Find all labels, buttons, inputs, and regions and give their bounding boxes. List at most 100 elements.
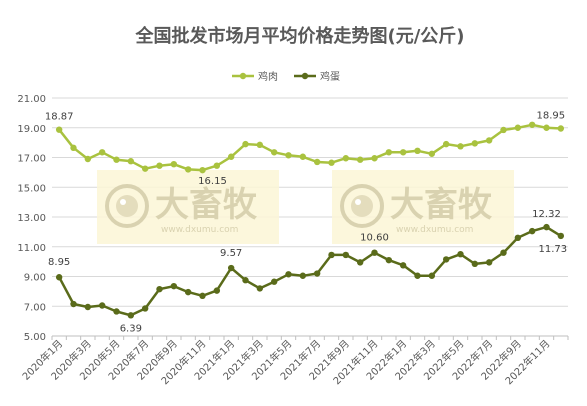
data-point — [270, 278, 278, 285]
data-point — [371, 249, 378, 256]
x-axis: 2020年1月2020年3月2020年5月2020年7月2020年9月2020年… — [19, 335, 569, 387]
data-point — [528, 121, 536, 128]
series-eggs — [55, 223, 565, 319]
data-point — [342, 251, 350, 259]
data-label: 12.32 — [532, 209, 561, 220]
data-point — [356, 156, 364, 163]
data-point — [528, 227, 536, 235]
data-point — [371, 155, 378, 162]
data-point — [385, 256, 393, 264]
series-line — [58, 123, 561, 172]
data-point — [270, 149, 278, 156]
data-point — [256, 285, 264, 292]
data-label: 11.73 — [539, 244, 568, 255]
watermark-logo-dot — [116, 195, 138, 217]
data-point — [98, 149, 106, 156]
y-tick-label: 7.00 — [24, 302, 46, 313]
y-tick-label: 15.00 — [17, 183, 46, 194]
data-point — [500, 249, 507, 256]
data-point — [70, 144, 77, 152]
data-point — [514, 234, 522, 242]
data-point — [70, 300, 77, 308]
data-point — [414, 147, 421, 155]
watermark-logo-dot — [351, 195, 373, 217]
data-point — [227, 153, 235, 160]
y-tick-label: 17.00 — [17, 154, 46, 165]
y-axis-ticks: 5.00 7.00 9.00 11.00 13.00 15.00 17.00 19.00 21.… — [17, 94, 46, 343]
series-chicken-meat — [55, 121, 565, 174]
watermark-url: www.dxumu.com — [396, 225, 473, 235]
chart-title: 全国批发市场月平均价格走势图(元/公斤) — [134, 25, 464, 47]
data-point — [543, 124, 550, 131]
data-point — [285, 152, 292, 159]
data-point — [514, 124, 522, 131]
data-point — [442, 140, 450, 148]
data-point — [184, 166, 192, 173]
data-point — [485, 137, 493, 144]
data-point — [385, 149, 393, 156]
legend-label: 鸡肉 — [258, 70, 278, 83]
data-point — [242, 277, 249, 284]
data-point — [141, 305, 149, 312]
watermark-url: www.dxumu.com — [161, 225, 238, 235]
data-point — [543, 223, 550, 231]
data-point — [457, 143, 464, 150]
data-label: 8.95 — [48, 257, 70, 268]
watermark-logo-shine — [120, 199, 126, 205]
data-label: 18.87 — [45, 112, 74, 123]
data-point — [256, 141, 264, 149]
y-tick-label: 9.00 — [24, 273, 46, 284]
data-point — [170, 160, 178, 168]
data-point — [242, 140, 249, 148]
data-point — [227, 264, 235, 272]
data-point — [428, 150, 436, 157]
y-tick-label: 11.00 — [17, 243, 46, 254]
data-point — [184, 288, 192, 296]
watermark-text: 大畜牧 — [155, 185, 258, 225]
data-point — [428, 272, 436, 279]
data-point — [213, 162, 221, 169]
series-group — [55, 121, 565, 319]
data-point — [399, 262, 407, 269]
data-point — [156, 162, 163, 169]
y-tick-label: 13.00 — [17, 213, 46, 224]
data-point — [84, 303, 92, 311]
data-point — [55, 126, 63, 133]
legend-item: 鸡蛋 — [294, 70, 340, 83]
y-tick-label: 5.00 — [24, 332, 46, 343]
data-point — [113, 308, 120, 315]
data-point — [98, 302, 106, 309]
data-labels-group: 18.87 16.15 18.95 8.95 6.39 9.57 10.60 12.32 11.… — [45, 110, 567, 334]
data-point — [127, 312, 135, 319]
watermark-logo-ring — [105, 184, 149, 228]
data-point — [442, 256, 450, 263]
data-point — [313, 158, 321, 166]
data-point — [170, 282, 178, 290]
data-point — [342, 155, 350, 162]
y-tick-label: 19.00 — [17, 124, 46, 135]
data-point — [213, 287, 221, 294]
legend-swatch-marker — [301, 72, 309, 80]
legend: 鸡肉 鸡蛋 — [232, 70, 340, 83]
data-point — [500, 126, 507, 134]
data-point — [55, 274, 63, 281]
data-point — [457, 250, 464, 258]
data-label: 9.57 — [220, 248, 242, 259]
data-point — [356, 259, 364, 266]
data-point — [328, 159, 335, 166]
data-point — [557, 125, 565, 132]
data-point — [399, 149, 407, 156]
data-point — [471, 260, 479, 268]
data-point — [199, 292, 206, 300]
data-point — [471, 140, 479, 147]
data-point — [285, 271, 292, 278]
data-point — [84, 155, 92, 163]
data-point — [557, 232, 565, 240]
data-label: 6.39 — [120, 323, 142, 334]
y-tick-label: 21.00 — [17, 94, 46, 105]
data-point — [299, 272, 307, 279]
data-label: 10.60 — [360, 233, 389, 244]
data-point — [328, 251, 335, 259]
